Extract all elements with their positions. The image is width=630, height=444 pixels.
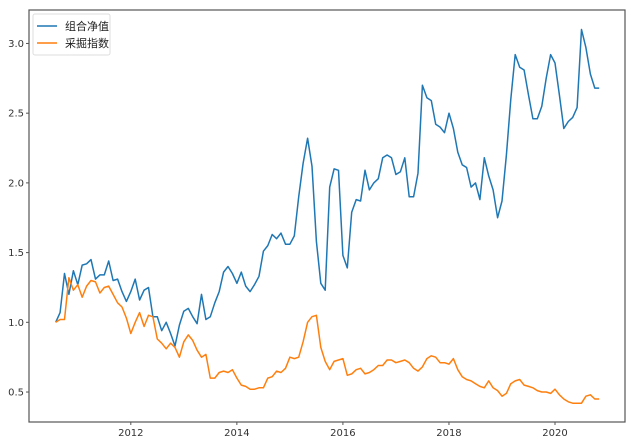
x-axis: 2012 2014 2016 2018 2020 [118,422,568,439]
x-tick-label: 2014 [224,428,249,439]
series-line-1 [55,28,600,347]
y-tick-label: 1.0 [8,318,24,329]
x-tick-label: 2018 [436,428,461,439]
legend: 组合净值 采掘指数 [32,13,111,56]
legend-box [32,13,111,56]
y-axis: 0.5 1.0 1.5 2.0 2.5 3.0 [8,39,29,399]
legend-label-series-2: 采掘指数 [65,36,109,50]
y-tick-label: 1.5 [8,248,24,259]
x-tick-label: 2020 [542,428,567,439]
series-layer [55,28,600,404]
y-tick-label: 2.0 [8,178,24,189]
y-tick-label: 2.5 [8,109,24,120]
series-line-2 [55,276,600,404]
y-tick-label: 0.5 [8,388,24,399]
legend-label-series-1: 组合净值 [65,19,109,33]
x-tick-label: 2016 [330,428,355,439]
plot-frame [28,9,626,423]
y-tick-label: 3.0 [8,39,24,50]
x-tick-label: 2012 [118,428,143,439]
